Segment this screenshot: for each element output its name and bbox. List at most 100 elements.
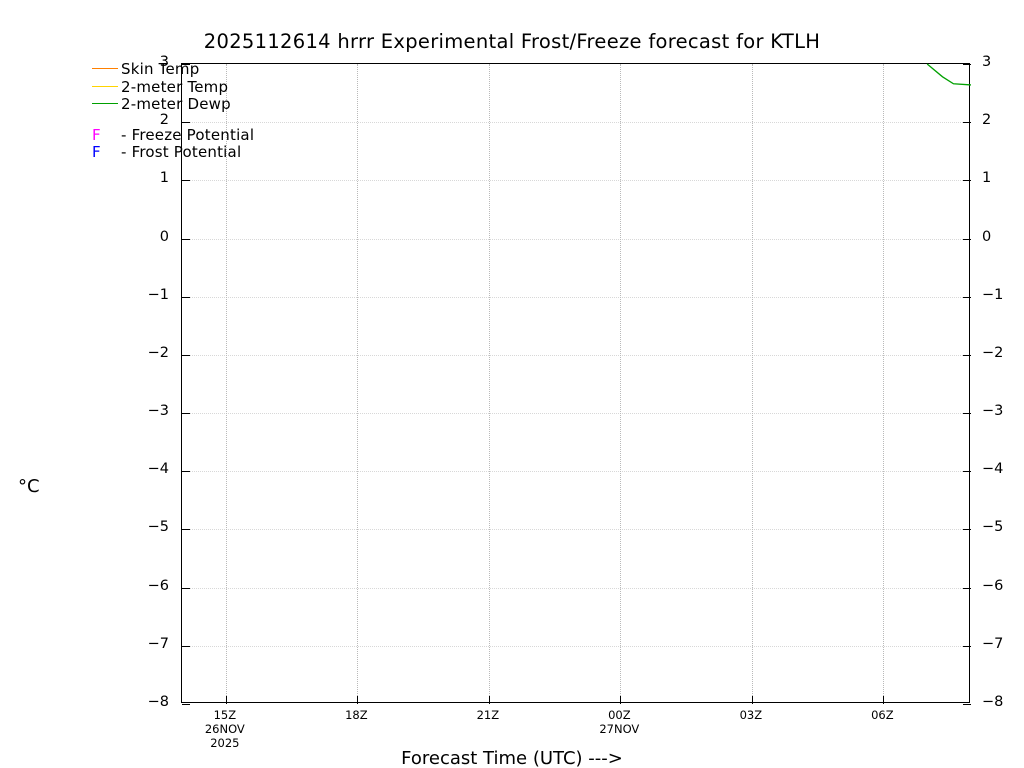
x-tick-label: 21Z bbox=[476, 708, 500, 722]
y-tick-label-right: −5 bbox=[982, 519, 1004, 536]
legend-note-frost: F - Frost Potential bbox=[92, 143, 392, 161]
legend-label-2m-dewp: 2-meter Dewp bbox=[121, 95, 231, 113]
y-tick-label-right: −1 bbox=[982, 286, 1004, 303]
y-tick-label-left: 0 bbox=[159, 228, 169, 245]
y-tick-label-left: −1 bbox=[147, 286, 169, 303]
y-tick-mark bbox=[182, 238, 190, 240]
gridline-horizontal bbox=[182, 180, 969, 182]
gridline-horizontal bbox=[182, 122, 969, 124]
y-tick-label-right: 2 bbox=[982, 112, 992, 129]
y-tick-label-right: 3 bbox=[982, 54, 992, 70]
x-tick-mark bbox=[883, 696, 885, 704]
y-tick-mark bbox=[182, 704, 190, 705]
y-tick-label-left: −4 bbox=[147, 461, 169, 478]
y-tick-mark bbox=[963, 354, 971, 356]
y-tick-mark bbox=[182, 413, 190, 415]
series-lines bbox=[926, 63, 972, 86]
legend-swatch-skin-temp bbox=[92, 68, 118, 69]
legend-label-freeze: - Freeze Potential bbox=[121, 125, 255, 144]
x-tick-label: 18Z bbox=[345, 708, 368, 722]
y-tick-mark bbox=[182, 529, 190, 531]
gridline-horizontal bbox=[182, 238, 969, 240]
chart-legend: Skin Temp 2-meter Temp 2-meter Dewp F - … bbox=[92, 60, 392, 161]
y-tick-mark bbox=[182, 64, 190, 65]
gridline-horizontal bbox=[182, 354, 969, 356]
y-tick-label-left: 1 bbox=[159, 170, 169, 187]
x-tick-mark bbox=[357, 696, 359, 704]
legend-spacer bbox=[92, 113, 392, 126]
y-tick-mark bbox=[963, 296, 971, 298]
y-tick-label-left: 2 bbox=[159, 112, 169, 129]
gridline-vertical bbox=[620, 64, 622, 702]
y-tick-label-right: 1 bbox=[982, 170, 992, 187]
chart-title: 2025112614 hrrr Experimental Frost/Freez… bbox=[203, 30, 821, 53]
gridline-horizontal bbox=[182, 587, 969, 589]
y-tick-label-left: 3 bbox=[159, 54, 169, 70]
y-tick-label-left: −3 bbox=[147, 403, 169, 420]
y-tick-label-left: −7 bbox=[147, 635, 169, 652]
x-tick-label: 00Z bbox=[608, 708, 631, 722]
x-axis-label: Forecast Time (UTC) ---> bbox=[401, 748, 623, 768]
y-tick-label-right: −7 bbox=[982, 635, 1004, 652]
legend-letter-frost: F bbox=[92, 143, 101, 161]
gridline-vertical bbox=[488, 64, 490, 702]
x-tick-year-label: 2025 bbox=[210, 736, 240, 750]
gridline-vertical bbox=[883, 64, 885, 702]
legend-note-freeze: F - Freeze Potential bbox=[92, 126, 392, 144]
y-tick-mark bbox=[963, 471, 971, 473]
gridline-horizontal bbox=[182, 413, 969, 415]
y-tick-label-right: −4 bbox=[982, 461, 1004, 478]
y-axis-label: °C bbox=[18, 476, 40, 497]
legend-swatch-2m-temp bbox=[92, 85, 118, 87]
y-tick-mark bbox=[182, 645, 190, 647]
gridline-vertical bbox=[751, 64, 753, 702]
y-tick-mark bbox=[963, 122, 971, 124]
gridline-horizontal bbox=[182, 645, 969, 647]
y-tick-mark bbox=[963, 180, 971, 182]
y-tick-label-right: −6 bbox=[982, 577, 1004, 594]
x-tick-label: 03Z bbox=[739, 708, 763, 722]
x-tick-mark bbox=[225, 696, 227, 704]
y-tick-label-right: 0 bbox=[982, 228, 992, 245]
legend-item-2m-temp: 2-meter Temp bbox=[92, 78, 392, 96]
y-tick-mark bbox=[963, 645, 971, 647]
gridline-horizontal bbox=[182, 296, 969, 298]
y-tick-label-left: −5 bbox=[147, 519, 169, 536]
legend-item-2m-dewp: 2-meter Dewp bbox=[92, 95, 392, 113]
y-tick-mark bbox=[182, 354, 190, 356]
gridline-horizontal bbox=[182, 471, 969, 473]
x-tick-date-label: 27NOV bbox=[599, 722, 640, 736]
y-tick-mark bbox=[182, 587, 190, 589]
series-line-2 bbox=[926, 63, 972, 86]
y-tick-mark bbox=[963, 64, 971, 65]
x-tick-mark bbox=[488, 696, 490, 704]
y-tick-mark bbox=[182, 471, 190, 473]
legend-item-skin-temp: Skin Temp bbox=[92, 60, 392, 78]
legend-label-frost: - Frost Potential bbox=[121, 143, 242, 161]
y-tick-label-left: −6 bbox=[147, 577, 169, 594]
y-tick-mark bbox=[963, 529, 971, 531]
y-tick-label-left: −2 bbox=[147, 344, 169, 361]
x-tick-mark bbox=[620, 696, 622, 704]
gridline-vertical bbox=[357, 64, 359, 702]
plot-area bbox=[181, 63, 972, 705]
x-tick-mark bbox=[751, 696, 753, 704]
legend-letter-freeze: F bbox=[92, 125, 101, 144]
y-tick-label-right: −3 bbox=[982, 403, 1004, 420]
y-tick-mark bbox=[963, 704, 971, 705]
y-tick-mark bbox=[182, 180, 190, 182]
legend-label-2m-temp: 2-meter Temp bbox=[121, 77, 229, 96]
y-tick-label-right: −8 bbox=[982, 694, 1004, 710]
y-tick-mark bbox=[963, 238, 971, 240]
y-tick-label-left: −8 bbox=[147, 694, 169, 710]
y-tick-mark bbox=[182, 296, 190, 298]
x-tick-label: 06Z bbox=[871, 708, 894, 722]
y-tick-mark bbox=[963, 413, 971, 415]
y-tick-label-right: −2 bbox=[982, 344, 1004, 361]
gridline-vertical bbox=[225, 64, 227, 702]
legend-label-skin-temp: Skin Temp bbox=[121, 60, 200, 78]
x-tick-label: 15Z bbox=[213, 708, 237, 722]
x-tick-date-label: 26NOV bbox=[204, 722, 245, 736]
legend-swatch-2m-dewp bbox=[92, 103, 118, 104]
